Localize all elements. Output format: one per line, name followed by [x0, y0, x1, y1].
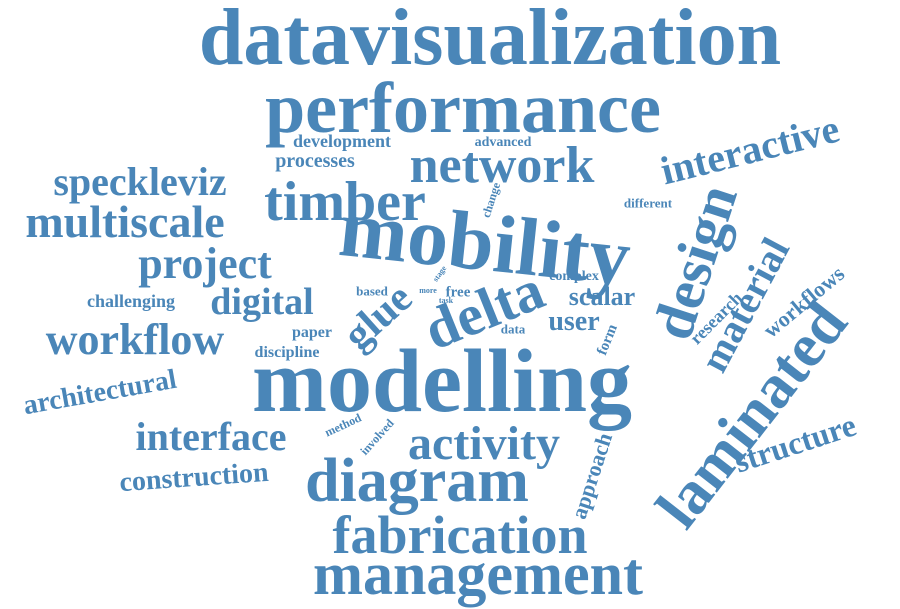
word-discipline: discipline: [254, 344, 320, 361]
word-network: network: [409, 137, 595, 194]
word-multiscale: multiscale: [25, 196, 225, 247]
word-construction: construction: [118, 456, 270, 499]
word-architectural: architectural: [20, 363, 179, 422]
word-fabrication: fabrication: [332, 505, 588, 565]
word-workflow: workflow: [45, 315, 225, 364]
word-activity: activity: [408, 417, 560, 470]
word-speckleviz: speckleviz: [53, 159, 227, 204]
word-modelling: modelling: [251, 332, 633, 431]
word-processes: processes: [275, 150, 355, 172]
word-scalar: scalar: [568, 282, 636, 311]
word-performance: performance: [265, 68, 661, 148]
word-more: more: [419, 286, 437, 295]
word-development: development: [293, 131, 391, 151]
word-task: task: [438, 296, 454, 305]
word-interactive: interactive: [656, 105, 844, 194]
word-different: different: [623, 195, 673, 211]
word-interface: interface: [135, 414, 287, 459]
word-paper: paper: [292, 324, 332, 341]
word-timber: timber: [264, 171, 426, 233]
word-free: free: [445, 284, 471, 301]
word-user: user: [548, 306, 600, 337]
word-complex: complex: [549, 269, 599, 284]
word-diagram: diagram: [305, 447, 529, 515]
word-advanced: advanced: [474, 135, 532, 150]
word-digital: digital: [210, 281, 314, 323]
word-data: data: [500, 321, 526, 337]
word-challenging: challenging: [86, 291, 176, 311]
word-management: management: [313, 541, 643, 607]
word-based: based: [356, 283, 388, 299]
word-project: project: [138, 239, 272, 288]
word-datavisualization: datavisualization: [198, 0, 782, 82]
